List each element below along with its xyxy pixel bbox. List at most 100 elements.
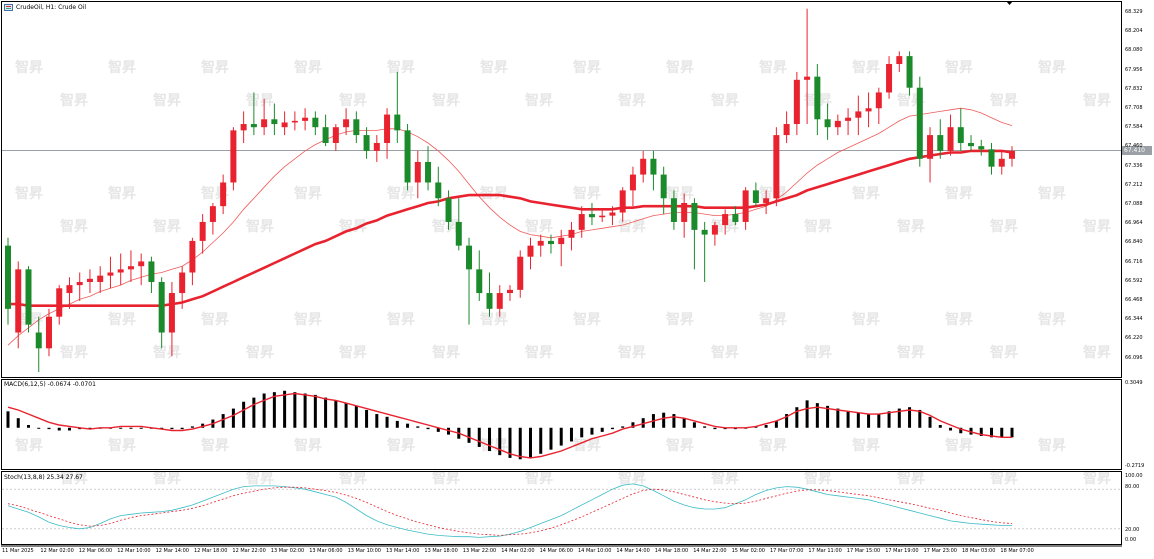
main-pane-frame	[1, 1, 1122, 378]
macd-histogram-bar	[272, 392, 276, 428]
candle-body	[578, 214, 585, 230]
watermark-text: 智昇	[944, 185, 973, 202]
price-tick-label: 68.329	[1125, 9, 1143, 15]
time-tick-label: 12 Mar 14:00	[155, 548, 189, 554]
macd-histogram-bar	[549, 427, 553, 450]
watermark-text: 智昇	[200, 437, 229, 454]
candle-body	[793, 79, 800, 125]
candle-body	[35, 332, 42, 349]
macd-histogram-bar	[528, 427, 532, 458]
candle-body	[261, 119, 268, 128]
macd-histogram-bar	[416, 426, 420, 428]
price-tick-label: 66.964	[1125, 220, 1143, 227]
shift-marker-icon[interactable]	[1006, 1, 1013, 5]
watermark-text: 智昇	[665, 185, 694, 202]
candle-body	[988, 149, 995, 167]
candle-body	[466, 245, 473, 270]
candle-body	[517, 256, 524, 290]
macd-histogram-bar	[190, 426, 194, 428]
watermark-text: 智昇	[386, 185, 415, 202]
candle-body	[701, 229, 708, 235]
macd-histogram-bar	[897, 408, 901, 428]
macd-histogram-bar	[303, 393, 307, 428]
candle-body	[455, 221, 462, 246]
macd-histogram-bar	[477, 427, 481, 447]
price-tick-label: 67.460	[1125, 143, 1143, 150]
candle-body	[968, 142, 975, 147]
candle-body	[179, 272, 186, 294]
macd-histogram-bar	[856, 412, 860, 428]
price-tick-label: 67.212	[1125, 181, 1143, 188]
current-price-tag: 67.410	[1122, 146, 1152, 155]
macd-histogram-bar	[242, 401, 246, 428]
macd-histogram-bar	[877, 414, 881, 428]
candle-body	[97, 275, 104, 282]
candle-body	[998, 158, 1005, 167]
watermark-text: 智昇	[803, 470, 832, 487]
watermark-text: 智昇	[152, 218, 181, 235]
time-tick-label: 18 Mar 03:00	[962, 548, 996, 554]
watermark-text: 智昇	[617, 470, 646, 487]
candle-body	[312, 117, 319, 128]
price-tick-label: 66.840	[1125, 239, 1143, 246]
candle-body	[681, 203, 688, 222]
time-tick-label: 18 Mar 07:00	[1000, 548, 1034, 554]
time-tick-label: 17 Mar 19:00	[885, 548, 919, 554]
price-tick-label: 67.956	[1125, 66, 1143, 73]
candle-body	[834, 120, 841, 128]
candle-body	[291, 120, 298, 123]
watermark-text: 智昇	[989, 344, 1018, 361]
watermark-text: 智昇	[896, 344, 925, 361]
time-tick-label: 13 Mar 10:00	[347, 548, 381, 554]
candle-body	[271, 119, 278, 125]
candle-body	[230, 130, 237, 183]
watermark-text: 智昇	[107, 437, 136, 454]
macd-histogram-bar	[826, 405, 830, 428]
candle-body	[302, 117, 309, 121]
macd-histogram-bar	[764, 425, 768, 428]
watermark-text: 智昇	[851, 185, 880, 202]
macd-histogram-bar	[467, 427, 471, 443]
candle-body	[599, 215, 606, 218]
watermark-text: 智昇	[200, 59, 229, 76]
watermark-text: 智昇	[803, 218, 832, 235]
macd-histogram-bar	[1000, 427, 1004, 438]
candle-body	[568, 229, 575, 238]
candle-body	[281, 122, 288, 128]
stoch-main-line	[7, 483, 1012, 538]
macd-histogram-bar	[129, 427, 133, 429]
watermark-text: 智昇	[1037, 437, 1066, 454]
watermark-text: 智昇	[710, 344, 739, 361]
candle-body	[886, 64, 893, 93]
candle-body	[250, 124, 257, 128]
time-tick-label: 17 Mar 15:00	[846, 548, 881, 554]
macd-histogram-bar	[88, 427, 92, 429]
macd-histogram-bar	[293, 392, 297, 428]
watermark-text: 智昇	[1082, 470, 1111, 487]
candle-body	[445, 198, 452, 222]
price-tick-label: 67.832	[1125, 85, 1143, 92]
macd-histogram-bar	[938, 425, 942, 428]
macd-tick-label: 0.3049	[1125, 380, 1143, 386]
macd-signal-line	[7, 392, 1012, 459]
macd-histogram-bar	[170, 427, 174, 430]
candle-body	[343, 119, 350, 128]
watermark-text: 智昇	[245, 92, 274, 109]
macd-histogram-bar	[252, 397, 256, 428]
macd-histogram-bar	[26, 425, 30, 428]
watermark-text: 智昇	[944, 437, 973, 454]
watermark-text: 智昇	[665, 59, 694, 76]
time-tick-label: 14 Mar 22:00	[693, 548, 727, 554]
macd-label: MACD(6,12,5) -0.0674 -0.0701	[4, 381, 96, 388]
macd-histogram-bar	[262, 393, 266, 428]
candle-body	[558, 237, 565, 245]
watermark-text: 智昇	[758, 59, 787, 76]
time-tick-label: 14 Mar 18:00	[654, 548, 689, 554]
candle-body	[86, 278, 93, 282]
candle-body	[804, 76, 811, 80]
macd-histogram-bar	[344, 403, 348, 428]
candle-body	[45, 316, 52, 349]
candle-body	[15, 269, 22, 333]
